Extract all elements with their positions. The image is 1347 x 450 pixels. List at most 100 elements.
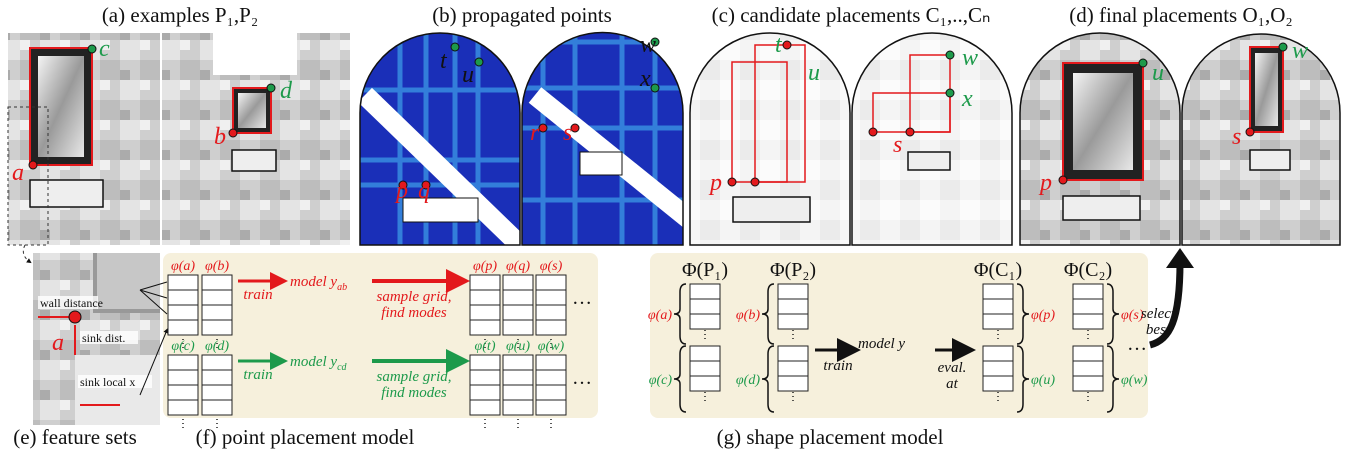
shape-model: Φ(P₁) φ(a) φ(c) Φ(P₂) φ(b) φ(d) Φ(C₁) φ(p) φ(u) Φ… bbox=[648, 248, 1194, 413]
feature-label: φ(t) bbox=[475, 339, 496, 354]
caption: (c) candidate placements C₁,..,Cₙ bbox=[712, 3, 991, 27]
step-label: find modes bbox=[381, 385, 447, 401]
model-name: model y bbox=[290, 274, 337, 290]
feature-cell bbox=[502, 289, 534, 306]
point-label: t bbox=[775, 32, 783, 58]
final-images bbox=[1019, 32, 1341, 246]
feature-cell bbox=[777, 283, 809, 300]
point-label: p bbox=[394, 178, 408, 204]
feature-cell bbox=[982, 345, 1014, 362]
feature-label: φ(p) bbox=[473, 259, 497, 274]
set-label: Φ(P₁) bbox=[682, 259, 728, 281]
point-label: u bbox=[462, 62, 474, 88]
caption: (b) propagated points bbox=[432, 3, 612, 27]
feature-cell bbox=[1072, 298, 1104, 315]
feature-cell bbox=[167, 369, 199, 386]
brace bbox=[761, 345, 775, 413]
feature-label: φ(s) bbox=[1121, 308, 1144, 323]
model-label: model yab bbox=[290, 274, 347, 293]
feature-label: φ(d) bbox=[736, 373, 760, 388]
point-label: c bbox=[99, 36, 110, 62]
feature-cell bbox=[777, 313, 809, 330]
feature-cell bbox=[777, 298, 809, 315]
feature-cell bbox=[502, 274, 534, 291]
feature-label: sink local x bbox=[80, 375, 135, 389]
feature-label: φ(w) bbox=[1121, 373, 1148, 388]
feature-label: φ(b) bbox=[736, 308, 760, 323]
feature-cell bbox=[689, 298, 721, 315]
feature-cell bbox=[201, 354, 233, 371]
feature-cell bbox=[535, 319, 567, 336]
feature-label: φ(a) bbox=[171, 259, 195, 274]
brace bbox=[1016, 283, 1030, 345]
eval-label: at bbox=[946, 376, 959, 392]
feature-cell bbox=[167, 304, 199, 321]
feature-cell bbox=[535, 354, 567, 371]
feature-label: φ(u) bbox=[1031, 373, 1055, 388]
feature-label: φ(s) bbox=[540, 259, 563, 274]
point-label: s bbox=[1232, 124, 1241, 150]
feature-cell bbox=[167, 399, 199, 416]
point-label: x bbox=[961, 86, 973, 112]
point-label: r bbox=[530, 120, 540, 146]
feature-label: φ(w) bbox=[538, 339, 565, 354]
point-label: x bbox=[639, 66, 651, 92]
feature-cell bbox=[469, 369, 501, 386]
ellipsis: … bbox=[1127, 333, 1147, 355]
point-label: a bbox=[12, 160, 24, 186]
feature-cell bbox=[535, 369, 567, 386]
feature-label: φ(a) bbox=[648, 308, 672, 323]
feature-cell bbox=[982, 313, 1014, 330]
feature-cell bbox=[535, 274, 567, 291]
feature-label: sink dist. bbox=[82, 331, 125, 345]
point-label: w bbox=[962, 45, 978, 71]
caption: (e) feature sets bbox=[13, 425, 137, 449]
feature-cell bbox=[469, 399, 501, 416]
feature-cell bbox=[535, 399, 567, 416]
feature-cell bbox=[201, 399, 233, 416]
feature-cell bbox=[689, 313, 721, 330]
feature-label: φ(u) bbox=[506, 339, 530, 354]
select-label: select bbox=[1141, 306, 1176, 322]
step-label: find modes bbox=[381, 305, 447, 321]
point-label: d bbox=[280, 78, 293, 104]
feature-cell bbox=[201, 384, 233, 401]
feature-image bbox=[33, 253, 160, 425]
point-label: w bbox=[1292, 38, 1308, 64]
point-label: t bbox=[440, 48, 448, 74]
feature-cell bbox=[982, 298, 1014, 315]
caption: (g) shape placement model bbox=[717, 425, 944, 449]
feature-cell bbox=[535, 289, 567, 306]
feature-cell bbox=[535, 304, 567, 321]
action-label: train bbox=[243, 287, 272, 303]
candidate-images bbox=[689, 32, 1013, 246]
brace bbox=[1016, 345, 1030, 413]
model-subscript: ab bbox=[337, 282, 347, 293]
point-label: p bbox=[708, 170, 722, 196]
ellipsis: … bbox=[572, 287, 592, 309]
feature-cell bbox=[535, 384, 567, 401]
feature-cell bbox=[502, 304, 534, 321]
action-label: train bbox=[823, 358, 852, 374]
example-images bbox=[7, 32, 350, 264]
set-label: Φ(C₁) bbox=[974, 259, 1022, 281]
feature-cell bbox=[167, 289, 199, 306]
point-label: a bbox=[52, 330, 64, 356]
feature-cell bbox=[469, 289, 501, 306]
caption: (f) point placement model bbox=[196, 425, 415, 449]
feature-cell bbox=[1072, 345, 1104, 362]
ellipsis: … bbox=[572, 367, 592, 389]
model-label: model ycd bbox=[290, 354, 348, 373]
feature-cell bbox=[167, 384, 199, 401]
feature-cell bbox=[1072, 375, 1104, 392]
set-label: Φ(P₂) bbox=[770, 259, 816, 281]
feature-cell bbox=[502, 369, 534, 386]
feature-cell bbox=[689, 283, 721, 300]
eval-label: eval. bbox=[938, 360, 967, 376]
feature-cell bbox=[469, 304, 501, 321]
feature-cell bbox=[689, 375, 721, 392]
feature-cell bbox=[167, 274, 199, 291]
feature-cell bbox=[777, 375, 809, 392]
